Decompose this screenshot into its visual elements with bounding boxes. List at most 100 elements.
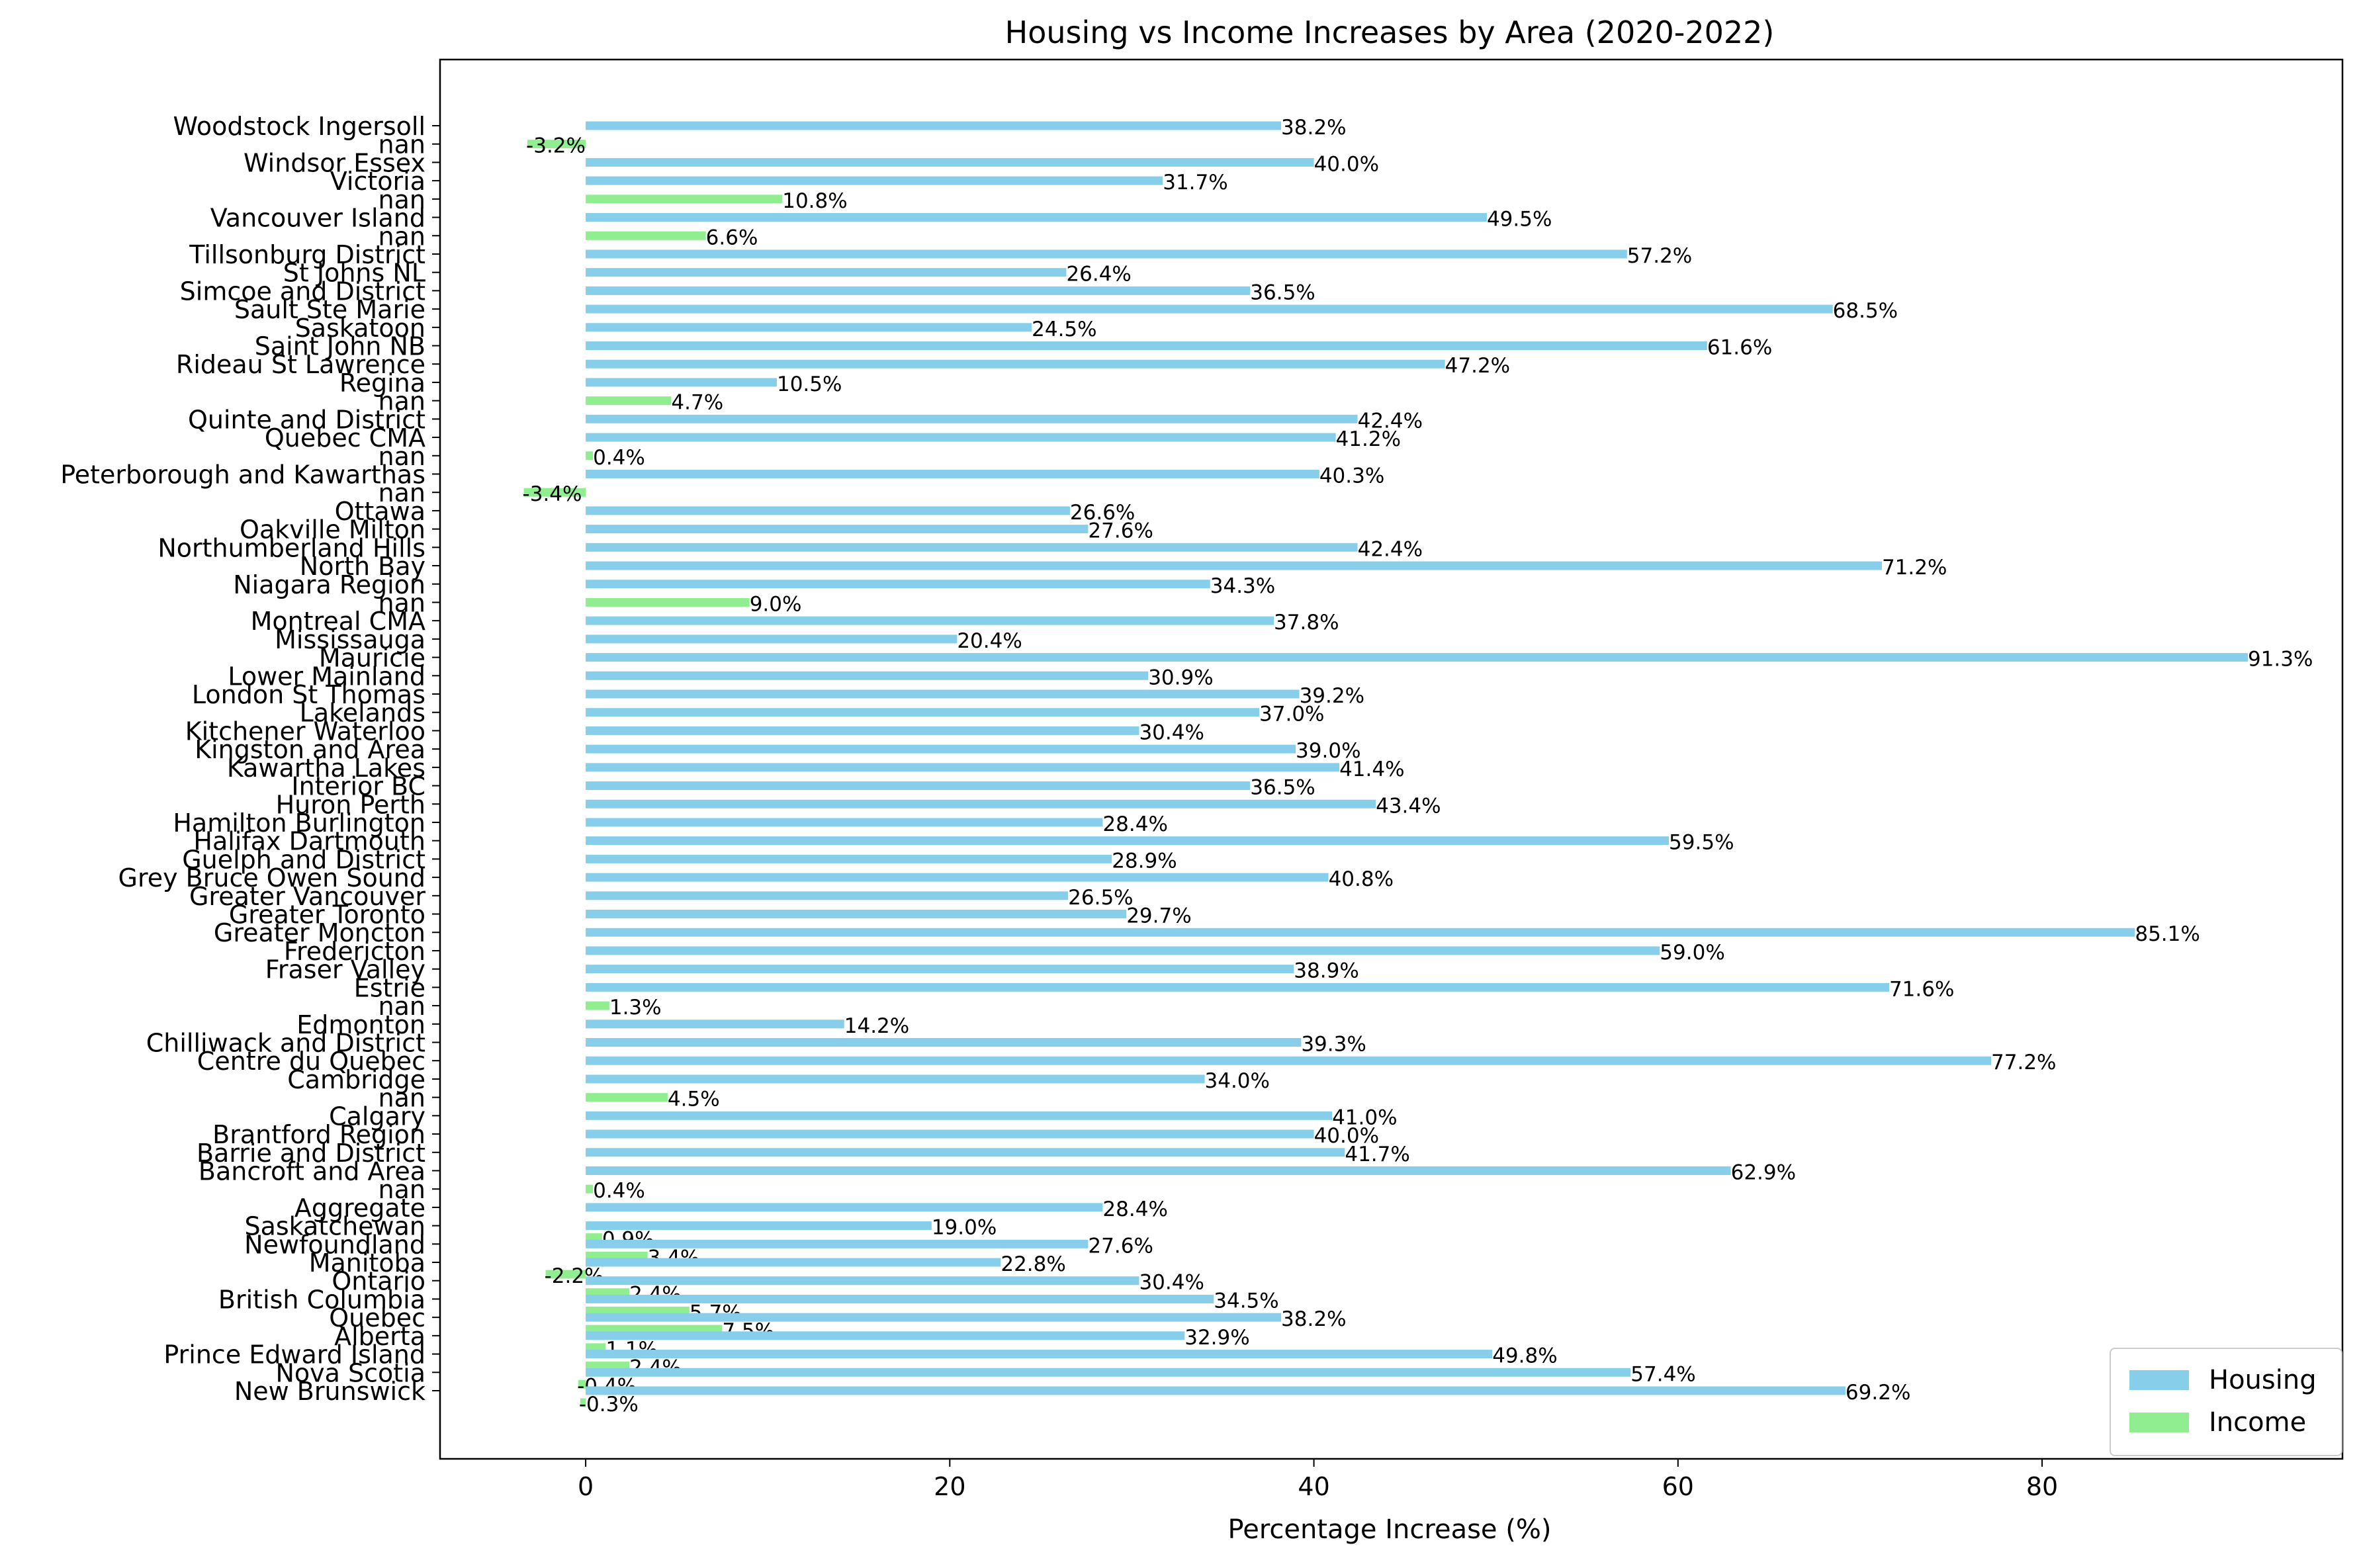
- housing-value-label-11: 24.5%: [1032, 318, 1096, 341]
- housing-value-label-31: 39.2%: [1300, 684, 1364, 708]
- y-tick-label-21: Ottawa: [335, 497, 425, 526]
- income-value-label-18: 0.4%: [593, 446, 645, 470]
- y-tick-label-1: nan: [379, 130, 425, 159]
- housing-bar-63: [586, 1276, 1139, 1285]
- y-tick-label-22: Oakville Milton: [240, 515, 425, 544]
- housing-value-label-62: 22.8%: [1001, 1252, 1065, 1276]
- income-bar-18: [586, 451, 594, 460]
- y-tick-label-60: Saskatchewan: [244, 1212, 425, 1241]
- income-bar-6: [586, 231, 706, 240]
- housing-bar-59: [586, 1203, 1103, 1212]
- y-tick-label-62: Manitoba: [309, 1248, 425, 1278]
- y-tick-label-67: Prince Edward Island: [163, 1340, 425, 1370]
- x-tick-label-2: 40: [1298, 1472, 1329, 1501]
- housing-bar-27: [586, 616, 1274, 625]
- y-tick-label-28: Mississauga: [275, 625, 425, 654]
- income-value-label-4: 10.8%: [782, 189, 847, 213]
- housing-bar-33: [586, 726, 1139, 735]
- housing-value-label-43: 29.7%: [1126, 904, 1191, 928]
- housing-value-label-8: 26.4%: [1066, 263, 1131, 286]
- y-tick-label-40: Guelph and District: [182, 845, 425, 874]
- legend-label-income: Income: [2209, 1407, 2307, 1438]
- y-tick-label-52: Cambridge: [287, 1065, 425, 1094]
- y-tick-label-66: Alberta: [334, 1322, 425, 1351]
- housing-value-label-40: 28.9%: [1112, 849, 1177, 873]
- y-tick-label-33: Kitchener Waterloo: [185, 717, 425, 746]
- legend-item-housing: Housing: [2129, 1364, 2317, 1397]
- y-tick-label-17: Quebec CMA: [265, 423, 425, 453]
- y-tick-label-54: Calgary: [329, 1102, 425, 1131]
- income-value-label-53: 4.5%: [668, 1088, 720, 1111]
- housing-bar-0: [586, 121, 1282, 130]
- y-tick-label-35: Kawartha Lakes: [227, 754, 425, 783]
- housing-bar-22: [586, 525, 1089, 534]
- housing-value-label-24: 71.2%: [1882, 556, 1947, 580]
- housing-value-label-67: 49.8%: [1492, 1344, 1557, 1368]
- housing-value-label-56: 41.7%: [1345, 1143, 1409, 1166]
- y-tick-label-2: Windsor Essex: [244, 148, 425, 177]
- y-tick-label-38: Hamilton Burlington: [173, 808, 425, 838]
- y-tick-label-16: Quinte and District: [188, 405, 425, 434]
- housing-swatch: [2129, 1370, 2189, 1390]
- housing-value-label-12: 61.6%: [1707, 336, 1772, 360]
- housing-bar-14: [586, 378, 777, 387]
- legend-item-income: Income: [2129, 1406, 2306, 1439]
- housing-bar-39: [586, 836, 1670, 846]
- housing-bar-19: [586, 469, 1319, 478]
- housing-bar-62: [586, 1258, 1001, 1267]
- income-value-label-20: -3.4%: [523, 482, 582, 506]
- housing-value-label-32: 37.0%: [1259, 703, 1324, 726]
- housing-value-label-29: 91.3%: [2248, 648, 2313, 672]
- y-tick-label-68: Nova Scotia: [275, 1358, 425, 1387]
- income-value-label-69-b: -0.3%: [579, 1393, 639, 1416]
- housing-bar-51: [586, 1056, 1992, 1065]
- income-value-label-26: 9.0%: [750, 592, 802, 616]
- housing-bar-9: [586, 286, 1251, 295]
- housing-bar-35: [586, 763, 1340, 772]
- y-tick-label-14: Regina: [339, 369, 425, 398]
- housing-value-label-0: 38.2%: [1281, 116, 1346, 140]
- housing-value-label-30: 30.9%: [1148, 666, 1213, 689]
- housing-bar-12: [586, 341, 1707, 351]
- income-bar-68-b: [578, 1379, 586, 1389]
- housing-value-label-9: 36.5%: [1250, 281, 1315, 304]
- y-tick-label-13: Rideau St Lawrence: [176, 350, 425, 379]
- y-tick-label-32: Lakelands: [300, 699, 425, 728]
- housing-value-label-38: 28.4%: [1102, 812, 1167, 836]
- housing-value-label-46: 38.9%: [1294, 959, 1359, 983]
- housing-bar-17: [586, 433, 1336, 442]
- y-tick-label-53: nan: [379, 1084, 425, 1113]
- housing-bar-10: [586, 304, 1833, 314]
- housing-value-label-65: 38.2%: [1281, 1307, 1346, 1331]
- housing-bar-45: [586, 946, 1660, 955]
- y-tick-label-23: Northumberland Hills: [157, 533, 425, 562]
- income-value-label-58: 0.4%: [593, 1179, 645, 1203]
- y-tick-label-61: Newfoundland: [244, 1230, 425, 1259]
- x-tick-label-0: 0: [578, 1472, 594, 1501]
- housing-bar-25: [586, 580, 1210, 589]
- housing-value-label-19: 40.3%: [1319, 464, 1384, 488]
- housing-bar-65: [586, 1313, 1282, 1322]
- housing-value-label-21: 26.6%: [1070, 501, 1135, 525]
- housing-bar-40: [586, 854, 1112, 863]
- housing-bar-24: [586, 561, 1882, 570]
- x-tick-label-3: 60: [1662, 1472, 1694, 1501]
- y-tick-label-45: Fredericton: [284, 937, 425, 966]
- y-tick-label-69: New Brunswick: [234, 1377, 425, 1406]
- y-tick-label-29: Mauricie: [319, 644, 425, 673]
- housing-value-label-47: 71.6%: [1889, 977, 1954, 1001]
- y-tick-label-30: Lower Mainland: [228, 662, 425, 691]
- housing-bar-61: [586, 1239, 1089, 1248]
- income-bar-48: [586, 1001, 609, 1010]
- housing-value-label-49: 14.2%: [844, 1014, 909, 1038]
- income-value-label-1: -3.2%: [526, 134, 586, 158]
- housing-bar-47: [586, 982, 1889, 992]
- x-tick-label-1: 20: [934, 1472, 965, 1501]
- housing-value-label-16: 42.4%: [1358, 409, 1423, 433]
- housing-value-label-60: 19.0%: [932, 1216, 997, 1240]
- y-tick-label-37: Huron Perth: [276, 790, 425, 819]
- housing-value-label-54: 41.0%: [1332, 1106, 1397, 1129]
- y-tick-label-59: Aggregate: [294, 1194, 425, 1223]
- y-tick-label-49: Edmonton: [296, 1010, 425, 1039]
